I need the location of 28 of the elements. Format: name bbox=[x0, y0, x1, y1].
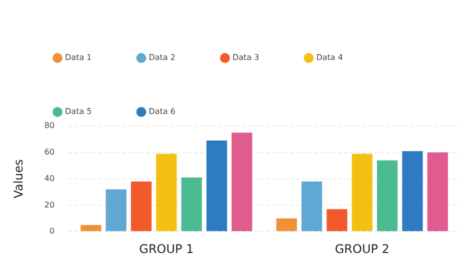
legend-label: Data 1 bbox=[65, 53, 92, 62]
bar bbox=[376, 160, 398, 232]
y-tick-label: 80 bbox=[44, 121, 55, 130]
legend-label: Data 3 bbox=[232, 53, 260, 62]
bar bbox=[232, 132, 252, 232]
bar bbox=[80, 225, 102, 232]
bar bbox=[427, 152, 448, 232]
bar bbox=[352, 154, 372, 232]
bar bbox=[156, 154, 177, 232]
bar bbox=[402, 151, 423, 232]
legend-label: Data 4 bbox=[316, 53, 343, 62]
legend-label: Data 2 bbox=[148, 53, 176, 62]
y-tick-label: 40 bbox=[44, 174, 55, 183]
y-axis-title: Values bbox=[11, 159, 26, 198]
y-tick-label: 20 bbox=[44, 200, 55, 210]
bar bbox=[276, 218, 297, 232]
legend-label: Data 6 bbox=[148, 107, 176, 116]
legend-label: Data 5 bbox=[65, 107, 92, 116]
bar bbox=[130, 181, 152, 232]
x-tick-label: GROUP 2 bbox=[334, 242, 390, 256]
x-tick-label: GROUP 1 bbox=[139, 242, 194, 256]
bar bbox=[106, 189, 126, 232]
y-tick-label: 60 bbox=[44, 147, 55, 156]
y-tick-label: 0 bbox=[49, 226, 55, 236]
bar bbox=[326, 209, 348, 232]
bar bbox=[181, 177, 202, 232]
bar bbox=[302, 181, 322, 232]
bar bbox=[206, 140, 228, 232]
